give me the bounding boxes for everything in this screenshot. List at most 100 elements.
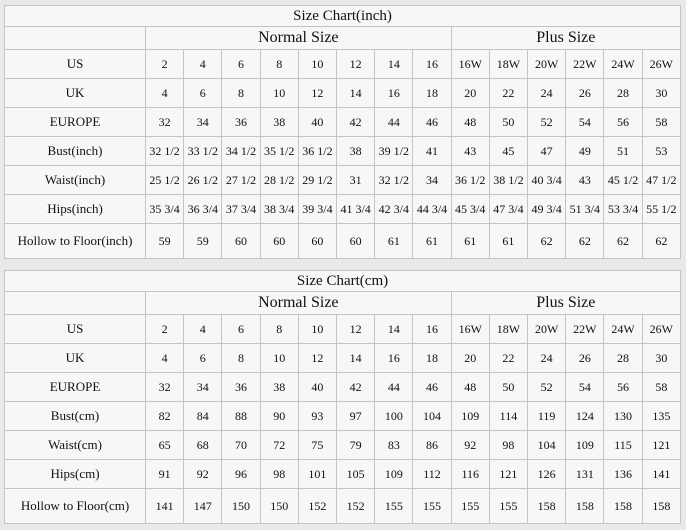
row-label: US [4,49,146,79]
cell: 124 [565,401,605,431]
cell: 12 [336,49,376,79]
cell: 10 [297,49,338,79]
cell: 14 [374,314,414,344]
cell: 158 [527,488,567,524]
cell: 27 1/2 [221,165,261,195]
cell: 30 [641,78,682,108]
cell: 32 1/2 [374,165,414,195]
cell: 34 [183,372,223,402]
cell: 10 [259,78,299,108]
group-header: Normal Size [145,291,452,315]
cell: 28 [603,78,643,108]
cell: 16 [412,49,452,79]
cell: 61 [374,223,414,259]
data-row: EUROPE 32 34 36 38 40 42 44 46 48 50 52 54 56 58 [4,107,682,137]
data-row: Hollow to Floor(inch) 59 59 60 60 60 60 61 61 61 6… [4,223,682,259]
cell: 88 [221,401,261,431]
cell: 126 [527,459,567,489]
cell: 42 3/4 [374,194,414,224]
cell: 62 [641,223,682,259]
cell: 91 [144,459,185,489]
data-row: Bust(cm) 82 84 88 90 93 97 100 104 109 114 119 124 13… [4,401,682,431]
cell: 53 3/4 [603,194,643,224]
row-label: Bust(inch) [4,136,146,166]
data-row: UK 4 6 8 10 12 14 16 18 20 22 24 26 28 30 [4,78,682,108]
group-row: Normal Size Plus Size [4,26,682,50]
cell: 45 [488,136,529,166]
cell: 55 1/2 [641,194,682,224]
cell: 51 [603,136,643,166]
cell: 18 [412,343,452,373]
cell: 105 [336,459,376,489]
cell: 32 [144,107,185,137]
cell: 48 [450,372,490,402]
cell: 43 [565,165,605,195]
cell: 16 [412,314,452,344]
empty-cell [4,291,146,315]
cell: 29 1/2 [297,165,338,195]
cell: 42 [336,107,376,137]
cell: 42 [336,372,376,402]
cell: 47 3/4 [488,194,529,224]
cell: 20 [450,78,490,108]
cell: 12 [336,314,376,344]
group-header: Plus Size [450,26,682,50]
size-table: Size Chart(inch) Normal Size Plus Size US 2 4… [4,5,682,259]
cell: 100 [374,401,414,431]
cell: 115 [603,430,643,460]
cell: 28 [603,343,643,373]
cell: 61 [412,223,452,259]
cell: 52 [527,372,567,402]
data-row: Hips(inch) 35 3/4 36 3/4 37 3/4 38 3/4 39 3/4… [4,194,682,224]
cell: 75 [297,430,338,460]
cell: 35 1/2 [259,136,299,166]
cell: 39 1/2 [374,136,414,166]
cell: 104 [412,401,452,431]
cell: 30 [641,343,682,373]
cell: 158 [565,488,605,524]
cell: 101 [297,459,338,489]
cell: 86 [412,430,452,460]
cell: 68 [183,430,223,460]
cell: 8 [259,49,299,79]
cell: 121 [488,459,529,489]
data-row: Bust(inch) 32 1/2 33 1/2 34 1/2 35 1/2 36 1/2… [4,136,682,166]
row-label: Bust(cm) [4,401,146,431]
cell: 32 1/2 [144,136,185,166]
cell: 16 [374,78,414,108]
cell: 150 [221,488,261,524]
cell: 16 [374,343,414,373]
cell: 41 [412,136,452,166]
cell: 6 [221,314,261,344]
row-label: UK [4,78,146,108]
cell: 54 [565,107,605,137]
cell: 38 1/2 [488,165,529,195]
cell: 60 [259,223,299,259]
cell: 16W [450,314,490,344]
cell: 4 [144,343,185,373]
cell: 26 [565,343,605,373]
cell: 8 [221,343,261,373]
cell: 6 [183,78,223,108]
cell: 48 [450,107,490,137]
cell: 39 3/4 [297,194,338,224]
cell: 26 1/2 [183,165,223,195]
row-label: EUROPE [4,107,146,137]
cell: 46 [412,372,452,402]
title-row: Size Chart(inch) [4,5,681,27]
cell: 2 [144,49,185,79]
cell: 62 [527,223,567,259]
cell: 121 [641,430,682,460]
cell: 32 [144,372,185,402]
cell: 54 [565,372,605,402]
cell: 49 3/4 [527,194,567,224]
cell: 26 [565,78,605,108]
cell: 20 [450,343,490,373]
cell: 155 [450,488,490,524]
cell: 47 [527,136,567,166]
cell: 24 [527,78,567,108]
cell: 6 [183,343,223,373]
row-label: Hips(cm) [4,459,146,489]
cell: 12 [297,78,338,108]
